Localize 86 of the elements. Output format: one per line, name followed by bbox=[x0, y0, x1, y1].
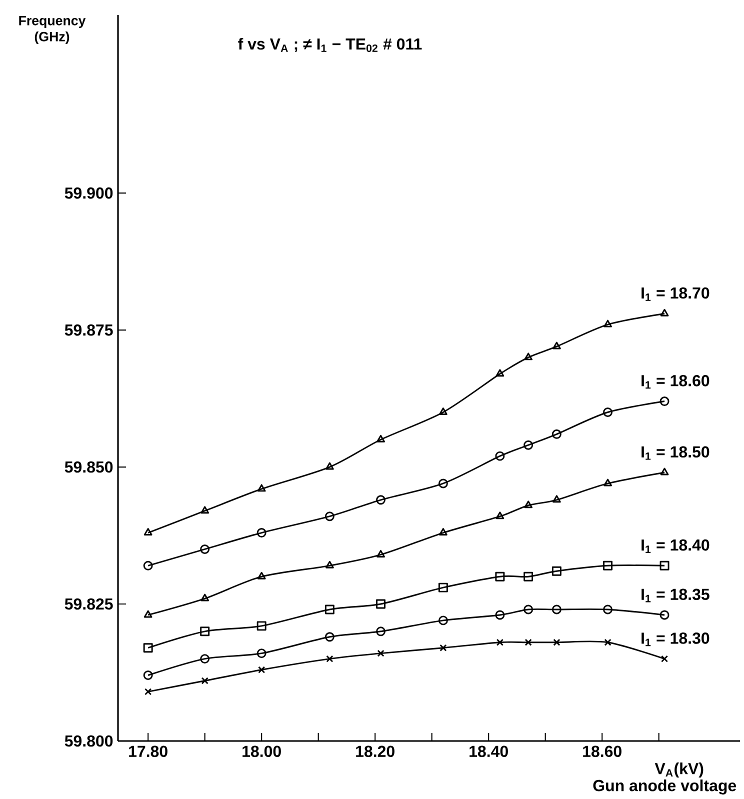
point bbox=[552, 495, 561, 503]
point bbox=[324, 632, 334, 642]
point bbox=[604, 638, 612, 646]
point bbox=[553, 638, 560, 646]
x-axis-title: V$_{A}$(kV) bbox=[654, 762, 704, 778]
point bbox=[660, 468, 669, 476]
y-tick-label: 59.825 bbox=[64, 598, 113, 610]
point bbox=[496, 638, 504, 646]
series-label: I$_{1}$ = 18.60 bbox=[642, 375, 710, 389]
series-label: I$_{1}$ = 18.40 bbox=[642, 539, 710, 553]
point bbox=[660, 655, 668, 662]
point bbox=[552, 604, 562, 614]
y-axis-title: Frequency (GHz) bbox=[19, 16, 86, 44]
x-tick-label: 18.20 bbox=[356, 746, 394, 758]
point bbox=[200, 654, 210, 664]
point bbox=[524, 604, 534, 614]
point bbox=[377, 650, 384, 657]
point bbox=[660, 560, 670, 570]
point bbox=[256, 648, 266, 658]
point bbox=[495, 572, 505, 582]
point bbox=[524, 572, 534, 582]
point bbox=[552, 342, 561, 350]
point bbox=[144, 688, 152, 696]
point bbox=[438, 408, 448, 415]
point bbox=[603, 604, 613, 614]
y-tick-label: 59.875 bbox=[64, 324, 113, 336]
point bbox=[496, 512, 504, 520]
point bbox=[524, 352, 533, 360]
point bbox=[660, 308, 669, 316]
point bbox=[660, 396, 670, 406]
text: Gun anode voltage bbox=[593, 780, 736, 794]
point bbox=[376, 495, 386, 505]
point bbox=[376, 434, 385, 442]
text: f vs V$_{A}$ ; ≠ I$_{1}$ − TE$_{02}$ # 011 bbox=[238, 38, 422, 52]
point bbox=[143, 670, 153, 680]
point bbox=[495, 610, 505, 620]
point bbox=[604, 320, 612, 328]
point bbox=[524, 638, 532, 646]
point bbox=[524, 440, 534, 450]
x-tick-label: 18.40 bbox=[470, 746, 508, 758]
series-label: I$_{1}$ = 18.50 bbox=[642, 446, 710, 460]
point bbox=[438, 582, 448, 592]
point bbox=[200, 506, 210, 514]
x-tick-label: 17.80 bbox=[129, 746, 168, 758]
point bbox=[144, 528, 152, 536]
point bbox=[440, 644, 447, 652]
point bbox=[326, 655, 334, 662]
point bbox=[552, 566, 562, 576]
point bbox=[257, 572, 266, 580]
point bbox=[603, 408, 613, 417]
point bbox=[257, 484, 266, 492]
point bbox=[324, 512, 334, 522]
point bbox=[200, 626, 210, 636]
y-tick-label: 59.850 bbox=[64, 461, 113, 473]
point bbox=[256, 528, 266, 538]
point bbox=[376, 626, 386, 636]
y-tick-label: 59.900 bbox=[64, 187, 113, 199]
x-tick-label: 18.00 bbox=[242, 746, 281, 758]
point bbox=[325, 462, 334, 470]
point bbox=[325, 560, 334, 568]
point bbox=[438, 528, 448, 536]
point bbox=[200, 594, 210, 602]
point bbox=[604, 478, 612, 486]
x-tick-label: 18.60 bbox=[583, 746, 622, 758]
point bbox=[200, 544, 210, 554]
point bbox=[660, 610, 670, 620]
point bbox=[376, 550, 385, 558]
point bbox=[143, 560, 153, 570]
point bbox=[496, 369, 504, 377]
point bbox=[603, 560, 613, 570]
point bbox=[143, 643, 153, 653]
series-label: I$_{1}$ = 18.70 bbox=[642, 287, 710, 301]
point bbox=[201, 677, 208, 684]
point bbox=[258, 666, 266, 674]
point bbox=[324, 604, 334, 614]
point bbox=[438, 478, 448, 488]
point bbox=[256, 621, 266, 631]
point bbox=[524, 500, 533, 508]
series-label: I$_{1}$ = 18.35 bbox=[642, 588, 710, 602]
point bbox=[144, 610, 152, 618]
point bbox=[552, 429, 562, 439]
point bbox=[438, 616, 448, 626]
point bbox=[376, 599, 386, 609]
series-label: I$_{1}$ = 18.30 bbox=[642, 632, 710, 646]
point bbox=[495, 451, 505, 461]
y-tick-label: 59.800 bbox=[64, 735, 113, 747]
